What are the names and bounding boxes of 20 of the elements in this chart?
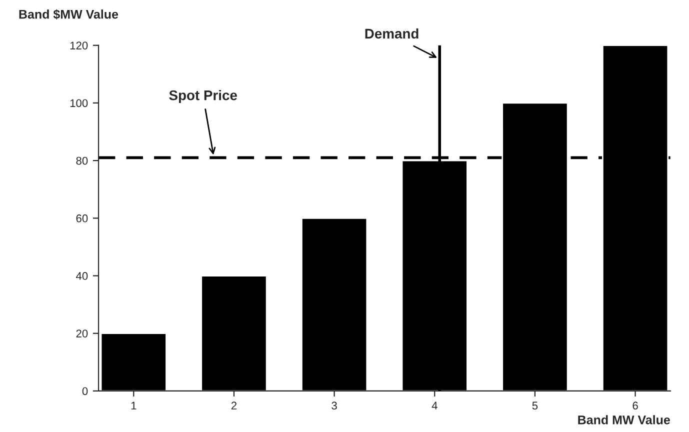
y-tick-label: 120 [70,42,88,50]
y-tick-label: 60 [76,214,88,222]
x-axis-title: Band MW Value [578,415,670,424]
x-tick-label: 6 [632,402,638,410]
x-tick-label: 3 [332,402,337,410]
bar [300,217,368,391]
y-tick-label: 80 [76,156,88,165]
ref-line-label: Spot Price [169,90,237,103]
x-tick-label: 5 [532,402,538,410]
ref-line-label: Demand [365,28,418,39]
y-tick-label: 0 [82,387,88,396]
y-axis-title: Band $MW Value [19,9,118,20]
y-tick-label: 40 [76,272,88,280]
bar [100,332,167,391]
x-tick-label: 1 [131,402,136,410]
y-tick-label: 100 [70,99,88,108]
x-tick-label: 2 [231,402,236,410]
bar [200,275,268,391]
x-tick-label: 4 [432,402,438,410]
y-tick-label: 20 [76,330,88,338]
